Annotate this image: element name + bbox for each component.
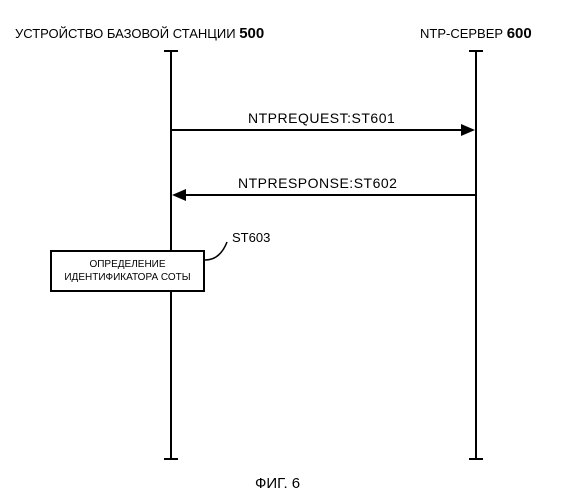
msg-response-arrowhead [172,189,186,201]
participant-left-label: УСТРОЙСТВО БАЗОВОЙ СТАНЦИИ 500 [15,25,264,42]
lifeline-left-bottom-tick [164,458,178,460]
lifeline-right-top-tick [469,50,483,52]
participant-left-number: 500 [239,25,264,42]
process-line1: ОПРЕДЕЛЕНИЕ [60,258,195,271]
participant-right-prefix: NTP-СЕРВЕР [420,26,503,41]
msg-request-line [172,129,465,131]
figure-caption: ФИГ. 6 [255,475,300,492]
process-box: ОПРЕДЕЛЕНИЕ ИДЕНТИФИКАТОРА СОТЫ [50,250,205,292]
msg-response-label: NTPRESPONSE:ST602 [238,175,397,191]
msg-request-arrowhead [461,124,475,136]
lifeline-right-bottom-tick [469,458,483,460]
participant-right-number: 600 [507,25,532,42]
process-step-id: ST603 [232,230,270,245]
participant-left-prefix: УСТРОЙСТВО БАЗОВОЙ СТАНЦИИ [15,26,236,41]
msg-request-label: NTPREQUEST:ST601 [248,110,395,126]
lifeline-left-top-tick [164,50,178,52]
participant-right-label: NTP-СЕРВЕР 600 [420,25,532,42]
process-line2: ИДЕНТИФИКАТОРА СОТЫ [60,271,195,284]
lifeline-right [475,50,477,460]
msg-response-line [182,194,475,196]
